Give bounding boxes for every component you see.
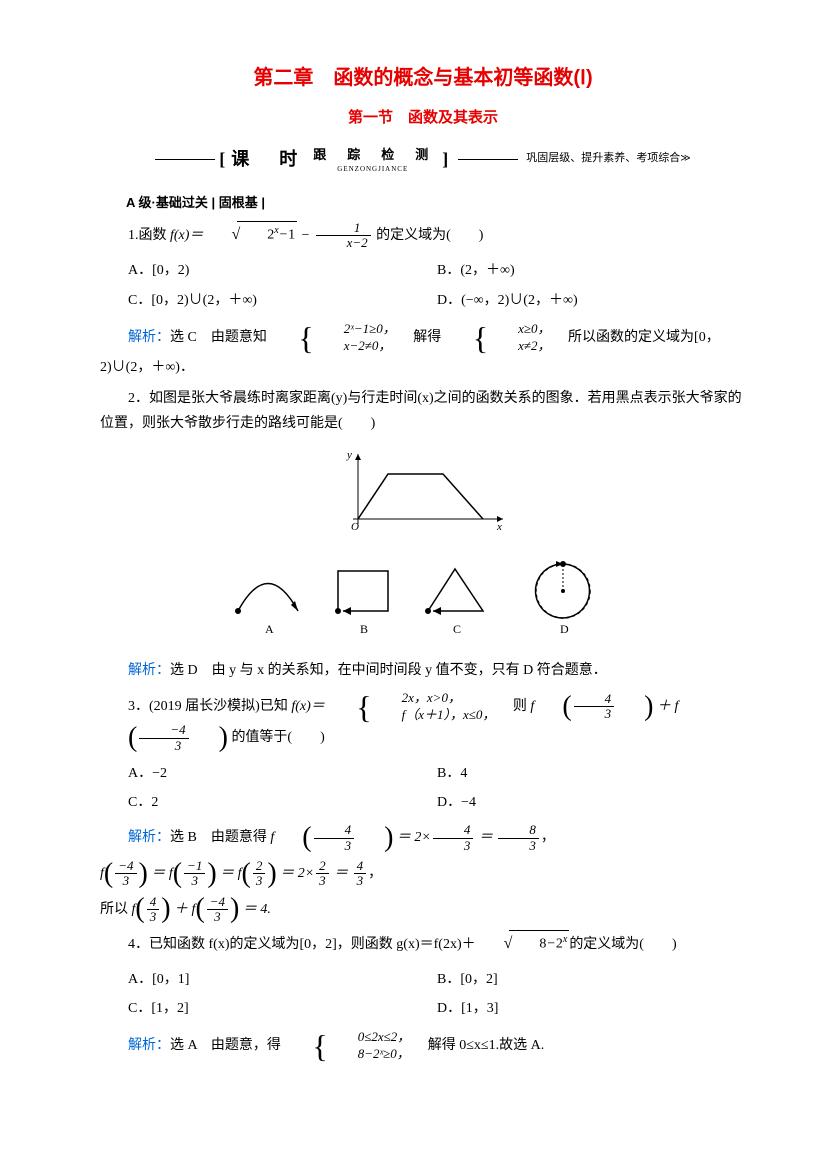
banner-arrow-icon: ≫: [680, 150, 690, 168]
q4-opt-d: D．[1，3]: [437, 996, 746, 1021]
q2-stem: 2．如图是张大爷晨练时离家距离(y)与行走时间(x)之间的函数关系的图象．若用黑…: [100, 386, 746, 436]
banner-mid-sub: GENZONGJIANCE: [307, 163, 438, 176]
q2-label-c: C: [453, 622, 461, 636]
q3-ans-line2: f−43 ＝ f−13 ＝ f23 ＝ 2×23 ＝ 43，: [100, 859, 746, 889]
q2-answer: 解析：选 D 由 y 与 x 的关系知，在中间时间段 y 值不变，只有 D 符合…: [100, 658, 746, 683]
q2-label-a: A: [265, 622, 274, 636]
q1-opt-a: A．[0，2): [128, 258, 437, 283]
q2-options-figs: A B C D: [100, 551, 746, 650]
svg-text:y: y: [346, 449, 352, 461]
q2-ans-label: 解析：: [128, 663, 170, 678]
q1-cond1b: x−2≠0，: [316, 338, 396, 355]
q3-opt-c: C．2: [128, 790, 437, 815]
q1-stem: 1.函数 f(x)＝2x−1 − 1x−2 的定义域为( ): [100, 221, 746, 251]
q3-piece1: 2x，x>0，: [374, 690, 496, 707]
q2-chart-icon: O x y: [333, 444, 513, 534]
q4-c1: 0≤2x≤2，: [330, 1029, 411, 1046]
q2-graph-main: O x y: [100, 444, 746, 543]
q3-ans-label: 解析：: [128, 830, 170, 845]
q4-ans-label: 解析：: [128, 1038, 170, 1053]
q3-ans-line3: 所以 f43 ＋ f−43 ＝ 4.: [100, 895, 746, 925]
q1-ans-b: 解得: [399, 330, 441, 345]
q1-ans-label: 解析：: [128, 330, 170, 345]
section-title: 第一节 函数及其表示: [100, 104, 746, 131]
q1-opt-d: D．(−∞，2)∪(2，＋∞): [437, 288, 746, 313]
q3-piece2: f（x＋1），x≤0，: [374, 707, 496, 724]
q2-label-b: B: [360, 622, 368, 636]
q3-options: A．−2 B．4 C．2 D．−4: [128, 759, 746, 817]
q1-tail: 的定义域为( ): [373, 228, 484, 243]
q2-label-d: D: [560, 622, 569, 636]
level-a-label: A 级·基础过关 | 固根基 |: [126, 191, 746, 214]
q1-cond2b: x≠2，: [490, 338, 550, 355]
q3-stem-b: 则: [499, 699, 531, 714]
q4-ans-b: 解得 0≤x≤1.故选 A.: [414, 1038, 544, 1053]
q4-c2: 8−2ˣ≥0，: [330, 1046, 411, 1063]
chapter-title: 第二章 函数的概念与基本初等函数(Ⅰ): [100, 60, 746, 96]
q3-opt-b: B．4: [437, 761, 746, 786]
q3-opt-a: A．−2: [128, 761, 437, 786]
q3-ans2: 所以: [100, 902, 132, 917]
q1-prefix: 1.函数: [128, 228, 170, 243]
q4-ans-a: 选 A 由题意，得: [170, 1038, 281, 1053]
q1-answer: 解析：选 C 由题意知 2ˣ−1≥0，x−2≠0， 解得 x≥0，x≠2， 所以…: [100, 321, 746, 380]
q1-opt-b: B．(2，＋∞): [437, 258, 746, 283]
q1-opt-c: C．[0，2)∪(2，＋∞): [128, 288, 437, 313]
banner-right: ]: [442, 143, 454, 175]
svg-text:O: O: [351, 521, 359, 533]
q3-ans-line1: 解析：选 B 由题意得 f43 ＝ 2×43 ＝ 83，: [100, 823, 746, 853]
q4-stem-a: 4．已知函数 f(x)的定义域为[0，2]，则函数 g(x)＝f(2x)＋: [128, 937, 476, 952]
banner-mid: 跟 踪 检 测: [313, 147, 432, 162]
q4-options: A．[0，1] B．[0，2] C．[1，2] D．[1，3]: [128, 965, 746, 1023]
q1-ans-a: 选 C 由题意知: [170, 330, 267, 345]
q4-opt-b: B．[0，2]: [437, 967, 746, 992]
banner-right-text: 巩固层级、提升素养、考项综合: [526, 149, 680, 169]
banner-left: [课 时: [219, 143, 303, 175]
q4-opt-c: C．[1，2]: [128, 996, 437, 1021]
q3-stem: 3．(2019 届长沙模拟)已知 f(x)＝ 2x，x>0，f（x＋1），x≤0…: [100, 690, 746, 753]
q4-stem: 4．已知函数 f(x)的定义域为[0，2]，则函数 g(x)＝f(2x)＋8−2…: [100, 930, 746, 959]
q3-stem-a: 3．(2019 届长沙模拟)已知: [128, 699, 291, 714]
q3-stem-c: 的值等于( ): [231, 730, 324, 745]
q4-answer: 解析：选 A 由题意，得 0≤2x≤2，8−2ˣ≥0， 解得 0≤x≤1.故选 …: [100, 1029, 746, 1063]
q4-stem-b: 的定义域为( ): [569, 937, 676, 952]
q1-cond1a: 2ˣ−1≥0，: [316, 321, 396, 338]
svg-text:x: x: [496, 521, 502, 533]
q3-ans1: 选 B 由题意得: [170, 830, 270, 845]
banner: [课 时 跟 踪 检 测 GENZONGJIANCE ] 巩固层级、提升素养、考…: [100, 143, 746, 175]
q1-cond2a: x≥0，: [490, 321, 550, 338]
q1-options: A．[0，2) B．(2，＋∞) C．[0，2)∪(2，＋∞) D．(−∞，2)…: [128, 256, 746, 314]
q3-opt-d: D．−4: [437, 790, 746, 815]
q4-opt-a: A．[0，1]: [128, 967, 437, 992]
q2-ans-body: 选 D 由 y 与 x 的关系知，在中间时间段 y 值不变，只有 D 符合题意．: [170, 663, 607, 678]
